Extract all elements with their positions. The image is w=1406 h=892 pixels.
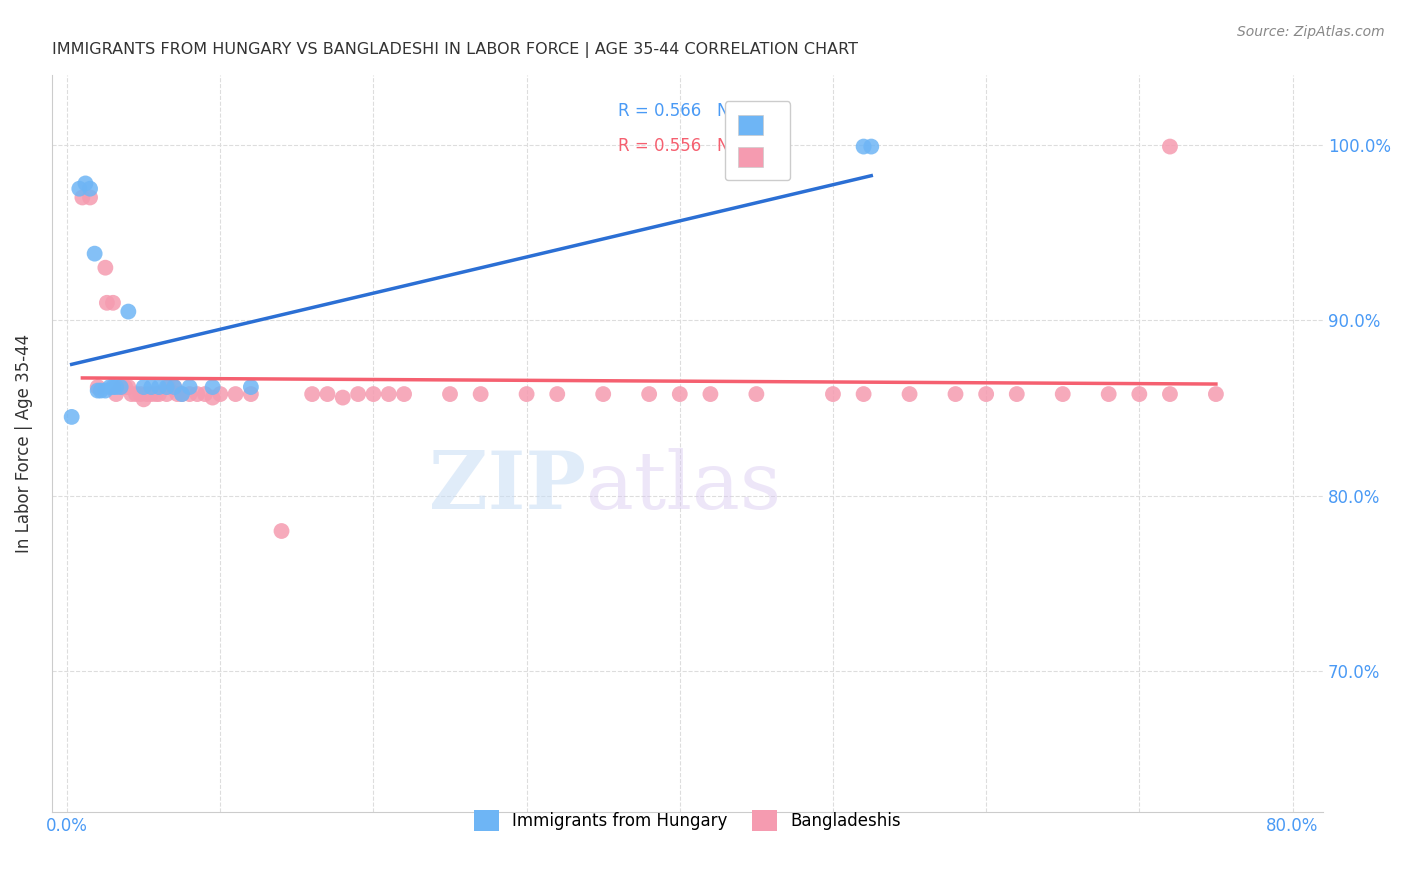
Point — [270, 524, 292, 538]
Point — [148, 387, 170, 401]
Point — [72, 190, 94, 204]
Point — [225, 387, 247, 401]
Point — [546, 387, 568, 401]
Point — [1052, 387, 1074, 401]
Point — [239, 387, 262, 401]
Point — [94, 260, 117, 275]
Point — [1098, 387, 1121, 401]
Point — [163, 380, 186, 394]
Point — [699, 387, 721, 401]
Point — [377, 387, 399, 401]
Point — [945, 387, 967, 401]
Point — [120, 387, 142, 401]
Point — [194, 387, 217, 401]
Point — [821, 387, 844, 401]
Point — [145, 387, 167, 401]
Point — [745, 387, 768, 401]
Point — [1159, 387, 1181, 401]
Point — [101, 295, 124, 310]
Legend: Immigrants from Hungary, Bangladeshis: Immigrants from Hungary, Bangladeshis — [460, 797, 915, 844]
Point — [79, 182, 101, 196]
Point — [1159, 139, 1181, 153]
Point — [239, 380, 262, 394]
Point — [94, 384, 117, 398]
Point — [105, 380, 128, 394]
Point — [129, 387, 152, 401]
Point — [332, 391, 354, 405]
Point — [110, 380, 132, 394]
Point — [201, 380, 224, 394]
Point — [170, 387, 193, 401]
Point — [852, 139, 875, 153]
Point — [898, 387, 921, 401]
Point — [90, 384, 112, 398]
Point — [156, 387, 179, 401]
Point — [316, 387, 339, 401]
Point — [852, 387, 875, 401]
Point — [125, 387, 148, 401]
Point — [1205, 387, 1227, 401]
Point — [132, 392, 155, 407]
Text: IMMIGRANTS FROM HUNGARY VS BANGLADESHI IN LABOR FORCE | AGE 35-44 CORRELATION CH: IMMIGRANTS FROM HUNGARY VS BANGLADESHI I… — [52, 42, 858, 58]
Point — [67, 182, 90, 196]
Point — [98, 380, 121, 394]
Text: ZIP: ZIP — [429, 449, 586, 526]
Point — [114, 380, 136, 394]
Point — [392, 387, 415, 401]
Point — [156, 380, 179, 394]
Point — [79, 190, 101, 204]
Point — [439, 387, 461, 401]
Point — [170, 387, 193, 401]
Point — [157, 380, 180, 394]
Point — [516, 387, 538, 401]
Point — [1128, 387, 1150, 401]
Text: atlas: atlas — [586, 449, 780, 526]
Point — [141, 387, 163, 401]
Text: R = 0.566   N = 24: R = 0.566 N = 24 — [617, 102, 775, 120]
Point — [60, 409, 83, 424]
Point — [75, 177, 97, 191]
Point — [163, 380, 186, 394]
Point — [117, 304, 139, 318]
Point — [132, 380, 155, 394]
Point — [86, 384, 108, 398]
Point — [83, 246, 105, 260]
Point — [135, 387, 157, 401]
Text: Source: ZipAtlas.com: Source: ZipAtlas.com — [1237, 25, 1385, 39]
Point — [86, 380, 108, 394]
Point — [186, 387, 208, 401]
Point — [668, 387, 690, 401]
Point — [1005, 387, 1028, 401]
Point — [117, 380, 139, 394]
Point — [166, 387, 188, 401]
Point — [470, 387, 492, 401]
Point — [363, 387, 385, 401]
Point — [110, 380, 132, 394]
Point — [209, 387, 232, 401]
Point — [860, 139, 883, 153]
Point — [592, 387, 614, 401]
Point — [179, 380, 201, 394]
Point — [148, 380, 170, 394]
Point — [101, 380, 124, 394]
Point — [105, 387, 128, 401]
Point — [141, 380, 163, 394]
Point — [96, 295, 118, 310]
Point — [179, 387, 201, 401]
Y-axis label: In Labor Force | Age 35-44: In Labor Force | Age 35-44 — [15, 334, 32, 553]
Point — [301, 387, 323, 401]
Point — [638, 387, 661, 401]
Point — [201, 391, 224, 405]
Text: R = 0.556   N = 59: R = 0.556 N = 59 — [617, 137, 775, 155]
Point — [974, 387, 997, 401]
Point — [347, 387, 370, 401]
